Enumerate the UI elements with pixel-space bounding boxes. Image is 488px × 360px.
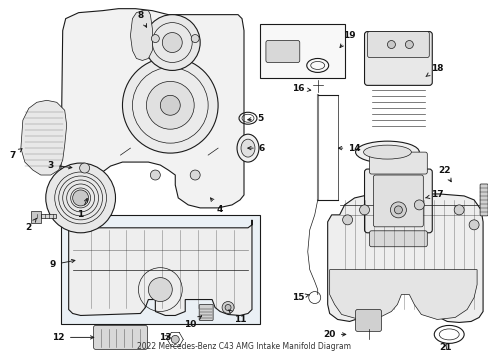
- FancyBboxPatch shape: [93, 325, 147, 349]
- FancyBboxPatch shape: [369, 231, 427, 247]
- Text: 3: 3: [47, 161, 72, 170]
- FancyBboxPatch shape: [479, 184, 487, 216]
- Polygon shape: [327, 194, 482, 323]
- Text: 10: 10: [183, 316, 201, 329]
- Polygon shape: [33, 214, 56, 218]
- Text: 17: 17: [425, 190, 443, 199]
- Circle shape: [342, 215, 352, 225]
- Polygon shape: [130, 11, 152, 60]
- FancyBboxPatch shape: [364, 169, 431, 233]
- Circle shape: [150, 170, 160, 180]
- Circle shape: [73, 190, 88, 206]
- Polygon shape: [329, 270, 476, 319]
- Polygon shape: [21, 100, 66, 175]
- FancyBboxPatch shape: [61, 215, 260, 324]
- Circle shape: [453, 205, 463, 215]
- Text: 19: 19: [339, 31, 355, 48]
- Text: 9: 9: [49, 260, 75, 269]
- Circle shape: [389, 202, 406, 218]
- Text: 14: 14: [338, 144, 360, 153]
- Text: 22: 22: [437, 166, 450, 182]
- Text: 5: 5: [247, 114, 263, 123]
- Circle shape: [190, 170, 200, 180]
- Ellipse shape: [237, 134, 259, 162]
- Circle shape: [386, 41, 395, 49]
- Ellipse shape: [363, 145, 410, 159]
- Text: 12: 12: [52, 333, 94, 342]
- Circle shape: [122, 58, 218, 153]
- Circle shape: [394, 206, 402, 214]
- Circle shape: [151, 35, 159, 42]
- Text: 13: 13: [159, 333, 171, 342]
- Text: 1: 1: [78, 198, 87, 219]
- FancyBboxPatch shape: [369, 152, 427, 174]
- Circle shape: [160, 95, 180, 115]
- Ellipse shape: [355, 141, 419, 163]
- Circle shape: [224, 305, 230, 310]
- Circle shape: [191, 35, 199, 42]
- FancyBboxPatch shape: [260, 24, 344, 78]
- Text: 2022 Mercedes-Benz C43 AMG Intake Manifold Diagram: 2022 Mercedes-Benz C43 AMG Intake Manifo…: [137, 342, 350, 351]
- Circle shape: [468, 220, 478, 230]
- Ellipse shape: [241, 139, 254, 157]
- FancyBboxPatch shape: [199, 305, 213, 320]
- Circle shape: [148, 278, 172, 302]
- FancyBboxPatch shape: [355, 310, 381, 332]
- Bar: [31, 211, 41, 223]
- Text: 18: 18: [425, 64, 443, 77]
- FancyBboxPatch shape: [373, 175, 423, 227]
- Polygon shape: [61, 9, 244, 208]
- Circle shape: [405, 41, 412, 49]
- Circle shape: [80, 163, 89, 173]
- Text: 20: 20: [323, 330, 345, 339]
- Text: 2: 2: [26, 218, 37, 232]
- Circle shape: [413, 200, 424, 210]
- Text: 11: 11: [228, 310, 246, 324]
- Text: 21: 21: [438, 343, 450, 352]
- Text: 16: 16: [291, 84, 310, 93]
- Text: 15: 15: [291, 293, 309, 302]
- FancyBboxPatch shape: [265, 41, 299, 62]
- Circle shape: [162, 32, 182, 53]
- Polygon shape: [68, 220, 251, 315]
- Text: 7: 7: [10, 149, 22, 159]
- FancyBboxPatch shape: [364, 32, 431, 85]
- Circle shape: [222, 302, 234, 314]
- FancyBboxPatch shape: [367, 32, 428, 58]
- Text: 6: 6: [247, 144, 264, 153]
- Text: 8: 8: [137, 11, 146, 27]
- Text: 4: 4: [210, 198, 223, 215]
- Circle shape: [144, 15, 200, 71]
- Circle shape: [46, 163, 115, 233]
- Circle shape: [146, 81, 194, 129]
- Circle shape: [359, 205, 369, 215]
- Circle shape: [171, 336, 179, 343]
